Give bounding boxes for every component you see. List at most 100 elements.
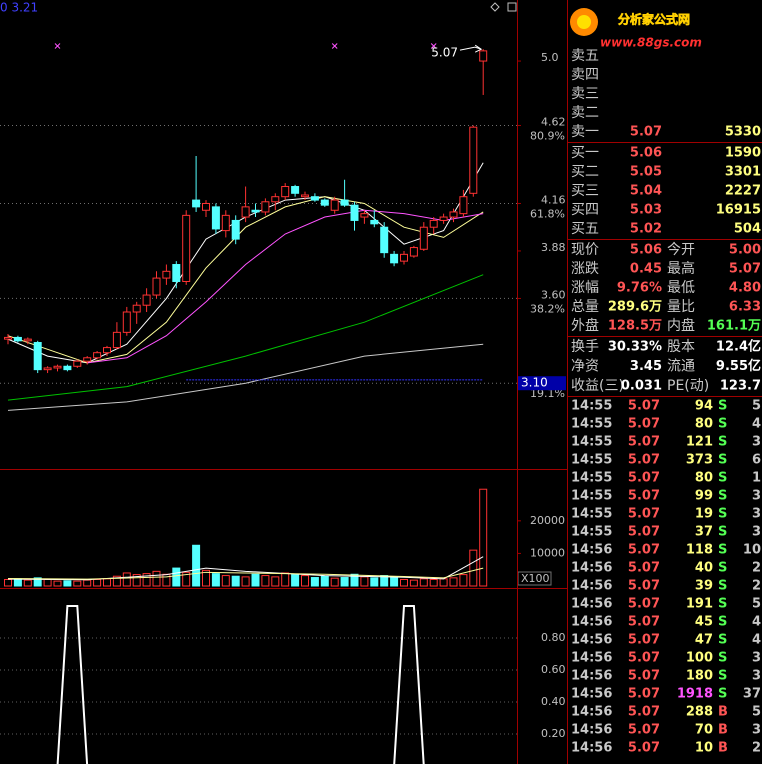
trade-count: 1 (752, 471, 761, 486)
volume-bar (211, 573, 220, 587)
volume-bar (23, 579, 32, 587)
trade-side: S (718, 597, 727, 612)
trade-time: 14:56 (571, 579, 612, 594)
trade-time: 14:55 (571, 507, 612, 522)
stat-value: 3.45 (630, 359, 662, 374)
fib-label: 19.1% (530, 387, 565, 400)
stat-label: 涨幅 (571, 280, 599, 296)
y-tick-label: 4.16 (541, 193, 566, 206)
fib-label: 38.2% (530, 302, 565, 315)
candle-body (271, 196, 280, 203)
trade-time: 14:55 (571, 471, 612, 486)
trade-time: 14:56 (571, 615, 612, 630)
trade-count: 3 (752, 669, 761, 684)
ask-label: 卖二 (571, 105, 599, 121)
candle-body (33, 342, 42, 371)
volume-bar (73, 580, 82, 587)
ask-label: 卖四 (571, 67, 599, 83)
trade-volume: 180 (686, 669, 713, 684)
volume-bar (291, 574, 300, 587)
bid-price: 5.04 (630, 184, 662, 199)
trade-volume: 121 (686, 435, 713, 450)
y-tick-label: 0.20 (541, 727, 566, 740)
bid-price: 5.05 (630, 165, 662, 180)
trade-price: 5.07 (628, 453, 660, 468)
stat-value: 30.33% (608, 340, 662, 355)
signal-stroke (54, 43, 61, 49)
candle-body (409, 247, 418, 257)
trade-count: 6 (752, 453, 761, 468)
candle-body (320, 199, 329, 206)
candle-body (291, 186, 300, 194)
candle-body (261, 201, 270, 213)
volume-bar (241, 576, 250, 587)
trade-side: B (718, 723, 728, 738)
candle-body (73, 360, 82, 367)
stat-label: 涨跌 (571, 261, 599, 277)
volume-bar (310, 577, 319, 587)
volume-bar (221, 575, 230, 587)
stat-label: PE(动) (667, 378, 709, 394)
trade-count: 3 (752, 651, 761, 666)
candle-body (301, 194, 309, 198)
trade-count: 4 (752, 633, 761, 648)
trade-price: 5.07 (628, 651, 660, 666)
trade-time: 14:56 (571, 651, 612, 666)
trade-side: B (718, 705, 728, 720)
fib-label: 80.9% (530, 129, 565, 142)
trade-count: 3 (752, 525, 761, 540)
y-tick-label: 0.80 (541, 631, 566, 644)
volume-bar (320, 575, 329, 587)
trade-count: 5 (752, 705, 761, 720)
bid-label: 买二 (571, 164, 599, 180)
trade-volume: 373 (686, 453, 713, 468)
unit-label: X100 (521, 572, 550, 585)
stat-value: 289.6万 (608, 300, 662, 315)
ask-label: 卖五 (571, 48, 599, 64)
y-tick-label: 0.60 (541, 663, 566, 676)
candle-body (13, 336, 22, 342)
volume-bar (400, 578, 408, 587)
signal-marker (54, 43, 61, 49)
candle-body (103, 347, 111, 354)
bid-volume: 504 (734, 222, 761, 237)
candle-body (281, 186, 290, 198)
trade-volume: 100 (686, 651, 713, 666)
volume-bar (469, 549, 478, 587)
stat-label: 收益(三) (571, 378, 624, 394)
candle-body (449, 211, 458, 218)
volume-bar (4, 578, 12, 587)
bid-label: 买五 (571, 221, 599, 237)
panel-icon[interactable] (490, 2, 500, 12)
volume-bar (360, 576, 369, 587)
candle-body (370, 219, 379, 225)
stat-value: 9.55亿 (716, 358, 761, 374)
trade-price: 5.07 (628, 399, 660, 414)
trade-side: S (718, 579, 727, 594)
candle-body (4, 336, 12, 340)
candle-body (112, 331, 121, 349)
trade-count: 4 (752, 615, 761, 630)
trade-price: 5.07 (628, 741, 660, 756)
volume-bar (301, 575, 309, 587)
watermark-title: 分析家公式网 (618, 12, 690, 27)
signal-stroke (331, 43, 338, 49)
trade-time: 14:55 (571, 453, 612, 468)
watermark-url: www.88gs.com (600, 36, 702, 50)
candle-body (310, 196, 319, 201)
panel-icon[interactable] (507, 2, 517, 12)
trade-side: S (718, 399, 727, 414)
trade-price: 5.07 (628, 615, 660, 630)
trade-count: 4 (752, 417, 761, 432)
trade-volume: 80 (695, 417, 713, 432)
candle-body (429, 219, 438, 228)
candle-body (63, 365, 72, 371)
trade-price: 5.07 (628, 561, 660, 576)
volume-bar (162, 573, 171, 587)
trade-time: 14:56 (571, 741, 612, 756)
ask-price: 5.07 (630, 125, 662, 140)
stat-value: 123.7 (720, 379, 761, 394)
volume-bar (439, 578, 448, 587)
